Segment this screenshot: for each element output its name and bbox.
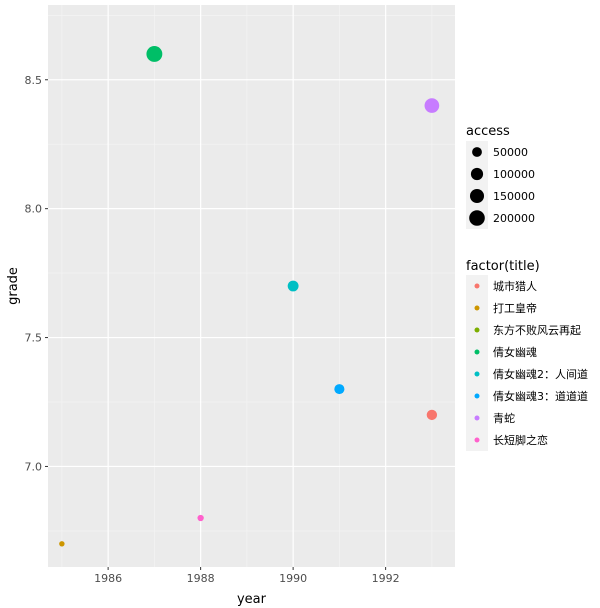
data-point	[424, 98, 440, 113]
size-legend-key	[469, 210, 485, 226]
y-tick-label: 8.5	[25, 74, 43, 87]
color-legend-label: 东方不败风云再起	[493, 323, 581, 337]
size-legend: access 50000 100000 150000 200000	[466, 124, 535, 229]
color-legend-label: 打工皇帝	[493, 301, 537, 315]
size-legend-label: 50000	[493, 146, 528, 159]
data-point	[287, 280, 299, 292]
data-point	[146, 46, 163, 62]
data-point	[334, 384, 345, 395]
size-legend-key	[469, 188, 485, 204]
color-legend-label: 城市猎人	[493, 279, 537, 293]
data-point	[426, 409, 438, 421]
data-point	[197, 514, 204, 522]
color-legend-key	[474, 415, 480, 421]
y-axis-ticks: 7.0 7.5 8.0 8.5	[25, 74, 48, 473]
color-legend-label: 倩女幽魂2：人间道	[493, 367, 588, 381]
x-axis-title: year	[237, 592, 267, 607]
x-tick-label: 1986	[94, 572, 122, 585]
color-legend-key	[474, 349, 480, 355]
size-legend-label: 200000	[493, 212, 535, 225]
data-points	[59, 46, 440, 547]
size-legend-label: 100000	[493, 168, 535, 181]
color-legend-label: 长短脚之恋	[493, 433, 548, 447]
size-legend-key	[470, 167, 484, 181]
x-tick-label: 1988	[187, 572, 215, 585]
plot-panel	[48, 5, 455, 567]
color-legend-label: 倩女幽魂	[493, 345, 537, 359]
color-legend-key	[474, 327, 480, 333]
color-legend-label: 青蛇	[493, 411, 515, 425]
color-legend-key	[474, 371, 480, 377]
color-legend-key	[474, 437, 480, 443]
size-legend-label: 150000	[493, 190, 535, 203]
data-point	[59, 541, 65, 547]
y-axis-title: grade	[6, 267, 21, 305]
x-tick-label: 1992	[372, 572, 400, 585]
color-legend-key	[474, 393, 480, 399]
color-legend-key	[474, 305, 480, 311]
y-tick-label: 8.0	[25, 203, 43, 216]
size-legend-key	[472, 147, 482, 157]
color-legend-title: factor(title)	[466, 259, 540, 274]
color-legend: factor(title) 城市猎人打工皇帝东方不败风云再起倩女幽魂倩女幽魂2：…	[466, 259, 588, 451]
color-legend-label: 倩女幽魂3：道道道	[493, 389, 588, 403]
y-tick-label: 7.0	[25, 460, 43, 473]
size-legend-title: access	[466, 124, 510, 139]
x-tick-label: 1990	[279, 572, 307, 585]
x-axis-ticks: 1986 1988 1990 1992	[94, 567, 400, 585]
y-tick-label: 7.5	[25, 332, 43, 345]
color-legend-key	[474, 283, 480, 289]
